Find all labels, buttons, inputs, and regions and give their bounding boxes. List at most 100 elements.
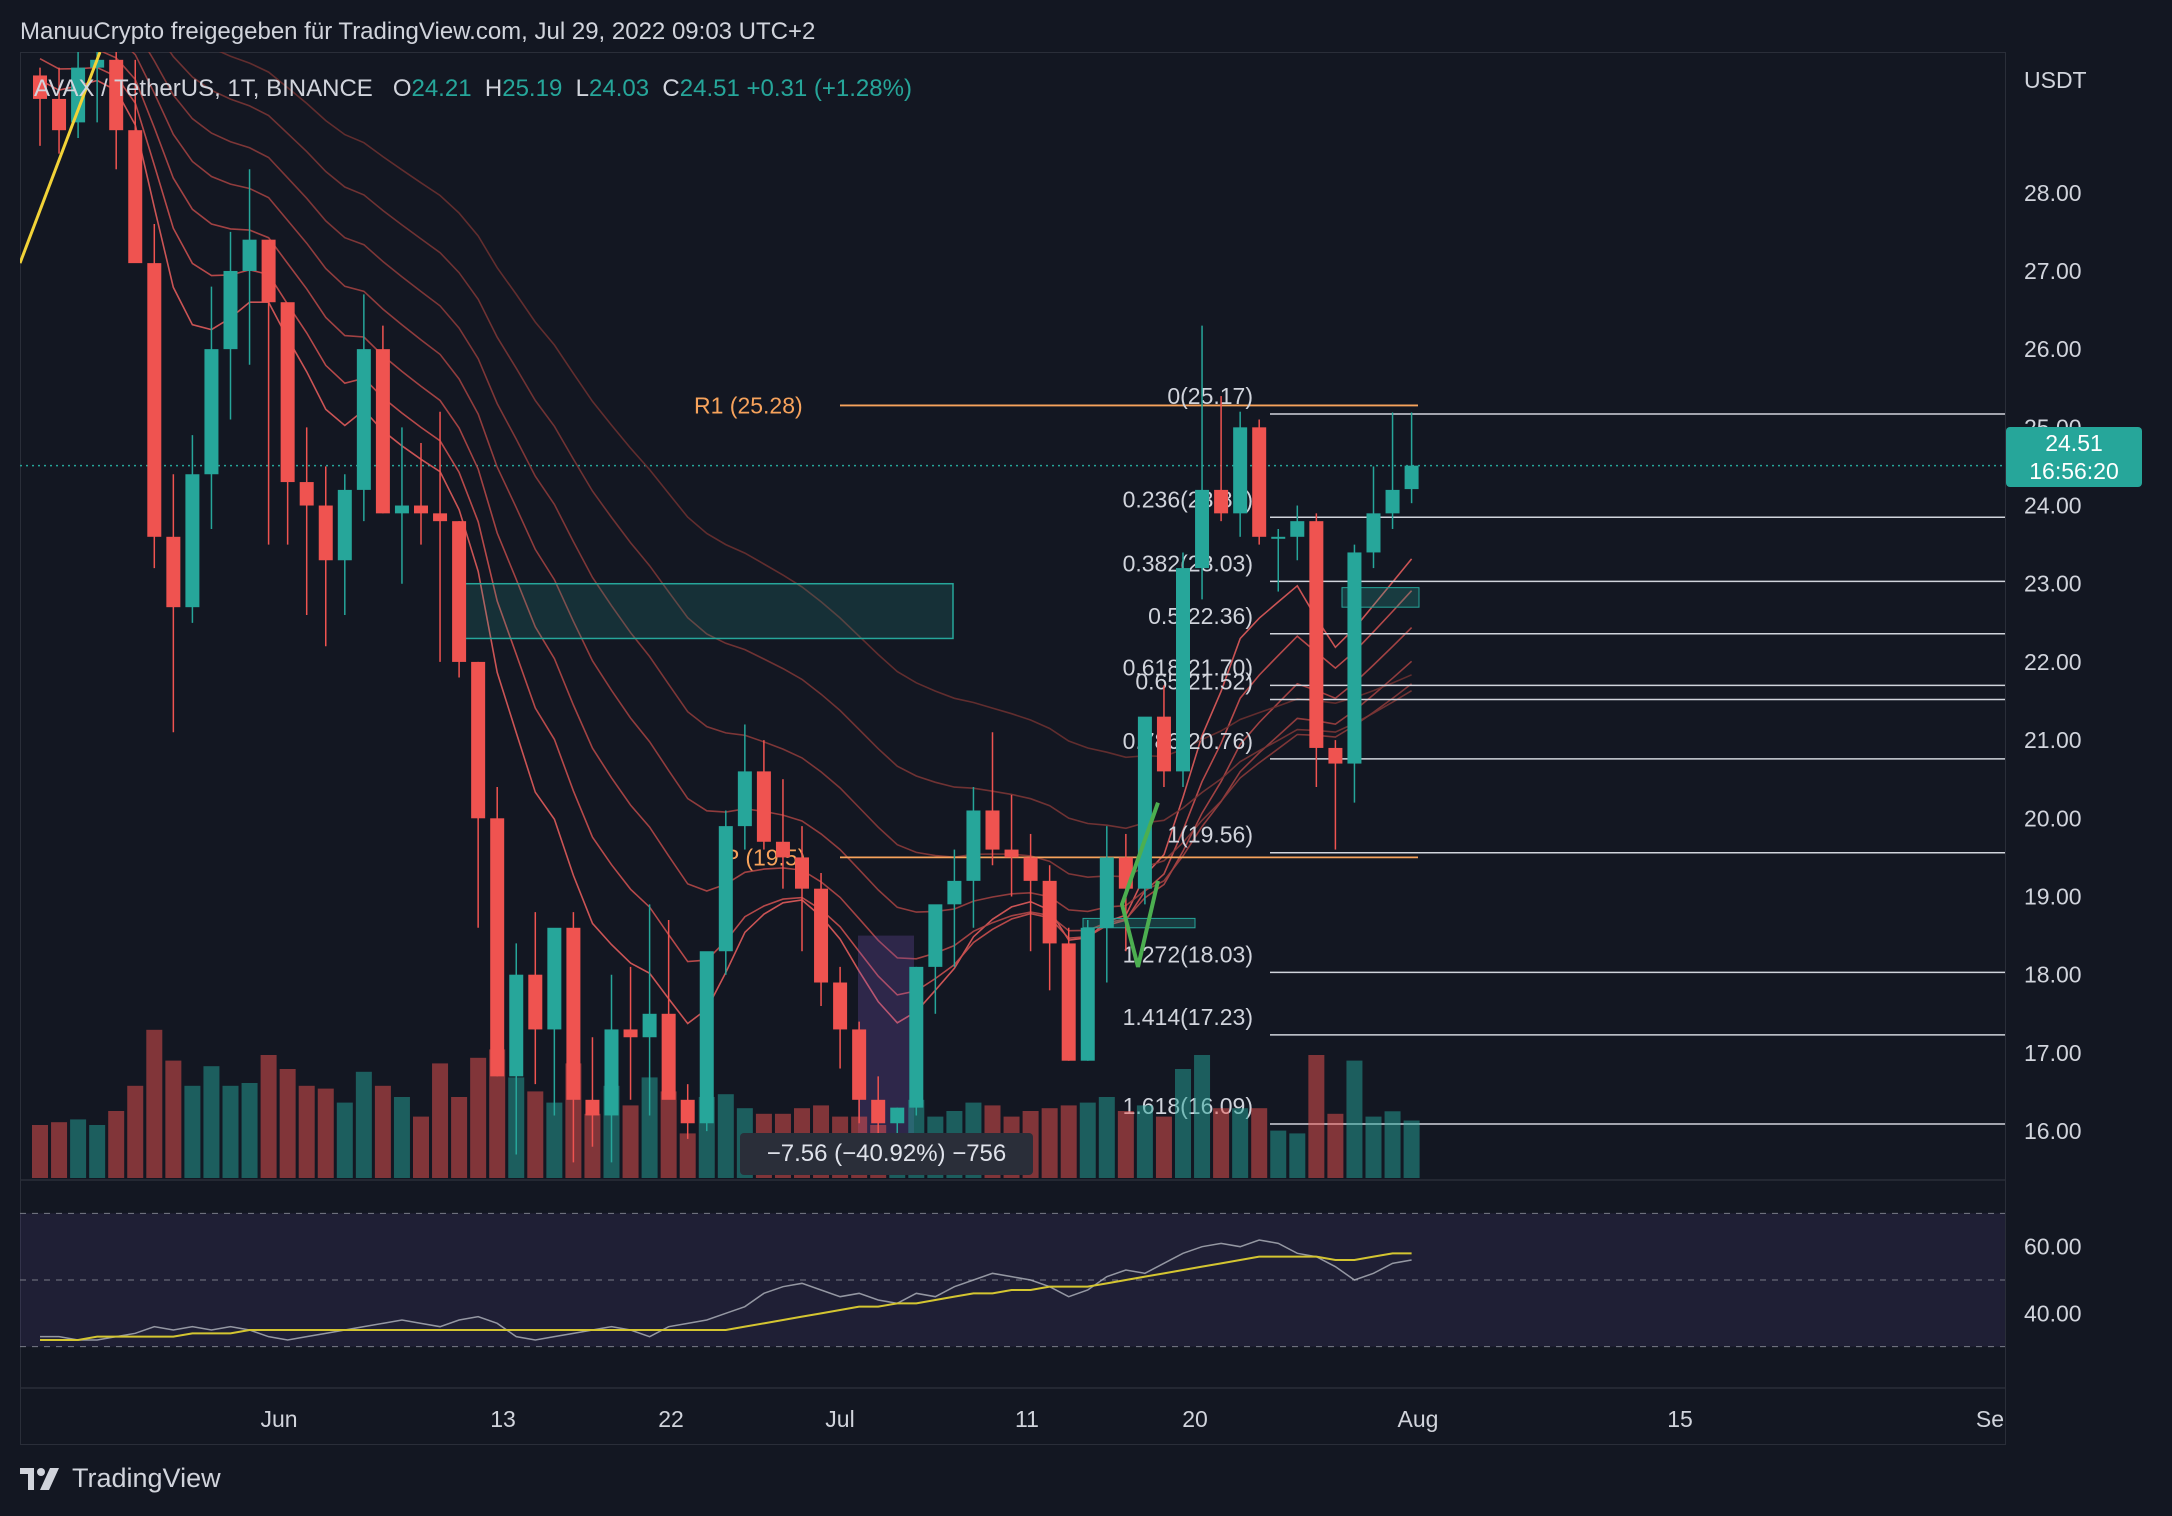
candle-body <box>947 880 962 905</box>
candle-body <box>909 966 924 1108</box>
price-tick-label: 19.00 <box>2024 884 2082 910</box>
candle-body <box>756 771 771 842</box>
candle-body <box>1252 427 1267 537</box>
candle-body <box>375 349 390 514</box>
candle <box>204 286 219 529</box>
candle-body <box>128 130 143 264</box>
candle-body <box>147 263 162 537</box>
candle <box>1137 716 1152 905</box>
volume-bar <box>298 1085 315 1178</box>
candle-body <box>642 1013 657 1038</box>
tradingview-logo-icon <box>20 1467 59 1490</box>
time-tick-label: Jul <box>825 1406 854 1432</box>
candle <box>1004 794 1019 897</box>
price-tick-label: 16.00 <box>2024 1118 2082 1144</box>
price-tick-label: 27.00 <box>2024 258 2082 284</box>
time-tick-label: 22 <box>658 1406 684 1432</box>
supply-zone <box>464 582 954 640</box>
candle-body <box>680 1099 695 1124</box>
open-value: 24.21 <box>411 75 472 102</box>
candle <box>261 239 276 545</box>
open-label: O <box>392 75 412 102</box>
candle-body <box>71 67 86 123</box>
candle-body <box>1137 716 1152 889</box>
close-label: C <box>662 75 680 102</box>
ma-ribbon-line <box>169 52 1413 830</box>
volume-bar <box>184 1085 201 1178</box>
candle-body <box>528 974 543 1030</box>
candle-body <box>1156 716 1171 772</box>
candle <box>318 466 333 647</box>
candle <box>1233 411 1248 537</box>
volume-bar <box>203 1066 220 1178</box>
candle-body <box>509 974 524 1077</box>
volume-bar <box>1117 1111 1134 1178</box>
fib-level-label: 0(25.17) <box>1167 383 1253 409</box>
candle-body <box>318 505 333 561</box>
candle-body <box>1347 552 1362 764</box>
volume-bar <box>679 1133 696 1178</box>
candle <box>1366 466 1381 569</box>
candle <box>490 787 505 1077</box>
volume-bar <box>127 1085 144 1178</box>
candle <box>71 52 86 139</box>
candle <box>833 966 848 1069</box>
price-tick-label: 17.00 <box>2024 1040 2082 1066</box>
ma-ribbon-line <box>131 52 1413 913</box>
time-tick-label: 15 <box>1667 1406 1693 1432</box>
candle <box>1061 927 1076 1061</box>
volume-bar <box>546 1102 563 1178</box>
candle <box>185 435 200 623</box>
chart-header: ManuuCrypto freigegeben für TradingView.… <box>20 18 816 45</box>
candle-body <box>1042 880 1057 944</box>
candle <box>52 67 67 154</box>
volume-bar <box>622 1105 639 1178</box>
candle <box>33 67 47 146</box>
current-price: 24.51 <box>2045 430 2103 456</box>
candle <box>947 849 962 967</box>
candle-body <box>490 818 505 1077</box>
candle-body <box>414 505 428 514</box>
candle-body <box>718 826 733 952</box>
candle <box>814 873 829 1006</box>
volume-bar <box>1270 1130 1287 1178</box>
candle-body <box>1214 489 1229 514</box>
candle-body <box>1233 427 1248 514</box>
candle <box>1195 325 1210 600</box>
candle <box>585 1037 600 1147</box>
footer: TradingView <box>20 1463 221 1494</box>
price-tick-label: 20.00 <box>2024 805 2082 831</box>
candle <box>966 787 981 928</box>
volume-bar <box>1136 1105 1153 1178</box>
volume-bar <box>1232 1108 1249 1178</box>
candle-body <box>471 661 486 819</box>
measure-range <box>858 935 914 1147</box>
volume-bar <box>1365 1116 1382 1178</box>
candle <box>1176 552 1190 788</box>
symbol-label[interactable]: AVAX / TetherUS, 1T, BINANCE <box>34 75 373 102</box>
candle <box>528 912 543 1085</box>
candle-body <box>795 857 809 889</box>
volume-bar <box>1098 1097 1115 1178</box>
measure-label: −7.56 (−40.92%) −756 <box>740 1133 1033 1175</box>
candle-body <box>871 1099 886 1124</box>
volume-bar <box>1060 1105 1077 1178</box>
candle <box>109 52 124 170</box>
volume-bar <box>489 1049 506 1178</box>
candle-body <box>814 888 829 983</box>
candle-body <box>433 513 448 522</box>
candle-body <box>394 505 409 514</box>
time-tick-label: 20 <box>1182 1406 1208 1432</box>
volume-bar <box>1251 1108 1268 1178</box>
tradingview-brand: TradingView <box>72 1463 221 1493</box>
volume-bar <box>1194 1055 1211 1178</box>
volume-bar <box>355 1071 372 1178</box>
candle <box>166 474 181 733</box>
candle-body <box>966 810 981 881</box>
candle <box>1042 865 1057 991</box>
candle <box>1347 544 1362 803</box>
volume-bar <box>108 1111 125 1178</box>
candle <box>1214 396 1229 522</box>
candle-body <box>737 771 752 827</box>
